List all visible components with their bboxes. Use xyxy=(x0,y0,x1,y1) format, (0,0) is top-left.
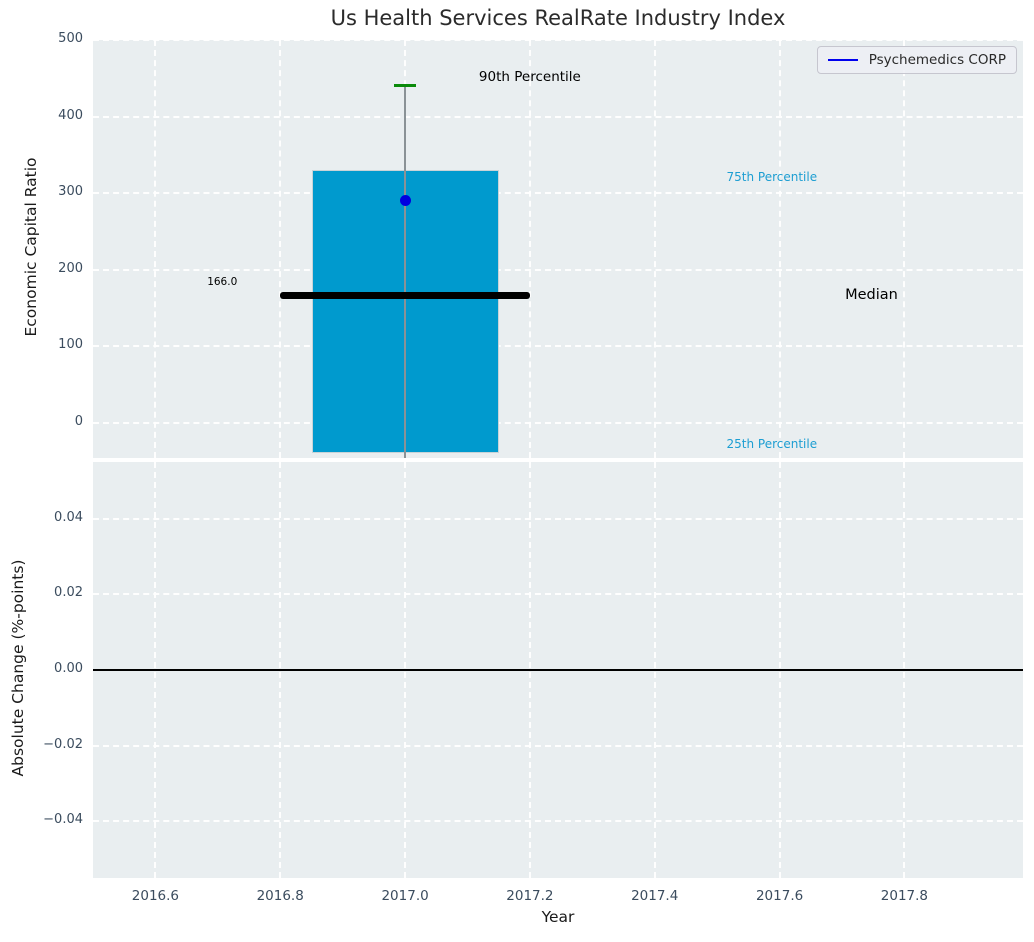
gridline-horizontal xyxy=(93,192,1023,195)
gridline-horizontal xyxy=(93,517,1023,520)
x-tick-label: 2017.0 xyxy=(381,888,429,904)
annotation-166-0: 166.0 xyxy=(207,275,238,288)
top-plot-area: 90th Percentile 75th Percentile Median 25th… xyxy=(93,40,1023,458)
top-y-tick-label: 200 xyxy=(58,260,83,276)
gridline-vertical xyxy=(528,40,531,458)
p90-cap-marker xyxy=(394,84,417,88)
gridline-horizontal xyxy=(93,820,1023,823)
gridline-vertical xyxy=(653,40,656,458)
x-tick-label: 2017.6 xyxy=(755,888,804,904)
top-y-tick-label: 400 xyxy=(58,107,83,123)
bottom-plot-area xyxy=(93,462,1023,878)
x-tick-label: 2017.4 xyxy=(631,888,679,904)
bottom-y-tick-label: 0.02 xyxy=(54,585,83,601)
gridline-horizontal xyxy=(93,593,1023,596)
zero-line xyxy=(93,669,1023,671)
bottom-y-tick-label: 0.04 xyxy=(54,509,83,525)
gridline-vertical xyxy=(903,40,906,458)
annotation-75th-percentile: 75th Percentile xyxy=(726,170,818,184)
legend-label: Psychemedics CORP xyxy=(868,52,1006,68)
whisker-line xyxy=(404,85,407,458)
x-tick-label: 2017.2 xyxy=(506,888,554,904)
annotation-90th-percentile: 90th Percentile xyxy=(478,68,581,85)
gridline-horizontal xyxy=(93,115,1023,118)
gridline-horizontal xyxy=(93,345,1023,348)
company-point xyxy=(399,194,411,206)
top-y-tick-label: 100 xyxy=(58,337,83,353)
gridline-vertical xyxy=(154,40,157,458)
top-y-tick-label: 300 xyxy=(58,184,83,200)
gridline-vertical xyxy=(279,40,282,458)
legend: Psychemedics CORP xyxy=(816,46,1017,74)
x-tick-label: 2016.6 xyxy=(131,888,180,904)
gridline-vertical xyxy=(778,40,781,458)
chart-title: Us Health Services RealRate Industry Ind… xyxy=(330,6,786,30)
median-line xyxy=(280,292,530,300)
bottom-y-tick-label: −0.04 xyxy=(43,812,83,828)
gridline-horizontal xyxy=(93,421,1023,424)
legend-line-sample xyxy=(827,59,858,61)
x-tick-label: 2017.8 xyxy=(880,888,929,904)
bottom-y-axis-label: Absolute Change (%-points) xyxy=(9,559,27,777)
gridline-horizontal xyxy=(93,744,1023,747)
top-y-tick-label: 0 xyxy=(74,413,83,429)
bottom-y-tick-label: −0.02 xyxy=(43,736,83,752)
x-tick-label: 2016.8 xyxy=(256,888,304,904)
top-y-axis-label: Economic Capital Ratio xyxy=(22,157,40,337)
annotation-median: Median xyxy=(845,286,898,303)
top-y-tick-label: 500 xyxy=(58,31,83,46)
bottom-y-tick-label: 0.00 xyxy=(54,661,83,676)
annotation-25th-percentile: 25th Percentile xyxy=(726,437,818,452)
gridline-horizontal xyxy=(93,268,1023,271)
gridline-horizontal xyxy=(93,40,1023,41)
x-axis-label: Year xyxy=(541,908,575,926)
